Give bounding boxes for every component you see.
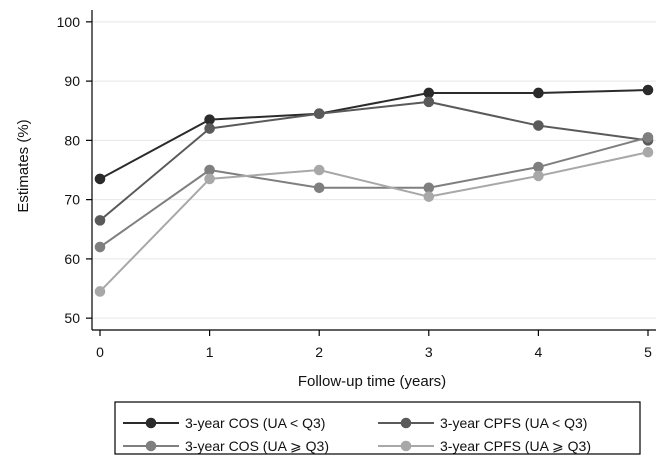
series-1-point-5 [642,84,654,96]
series-1 [94,84,654,185]
x-tick-label-0: 0 [96,344,104,360]
legend-box [114,401,641,455]
axes-layer: 50 60 70 80 90 100 0 1 2 3 4 5 [57,10,656,360]
legend-marker-1 [145,417,157,429]
series-1-point-1 [204,114,215,125]
series-3 [94,132,654,253]
series-4-point-4 [533,170,544,182]
x-tick-label-1: 1 [206,344,214,360]
series-4 [94,146,654,297]
series-layer [94,84,654,297]
series-line-1 [99,89,649,180]
series-1-point-3 [423,87,435,99]
series-2-point-1 [204,123,215,134]
legend-marker-4 [400,440,412,452]
y-axis-title: Estimates (%) [15,119,32,212]
series-4-point-2 [313,164,325,176]
x-tick-label-4: 4 [535,344,543,360]
legend-marker-3 [145,440,157,452]
legend: 3-year COS (UA < Q3) 3-year CPFS (UA < Q3… [114,401,641,455]
series-3-point-1 [204,164,215,176]
series-1-point-0 [94,173,106,185]
legend-item-4: 3-year CPFS (UA ⩾ Q3) [378,438,591,454]
series-4-point-1 [204,173,215,185]
legend-label-4: 3-year CPFS (UA ⩾ Q3) [440,438,591,454]
series-line-4 [99,151,649,293]
series-2-point-0 [94,215,106,226]
y-tick-label-100: 100 [57,14,81,30]
legend-label-3: 3-year COS (UA ⩾ Q3) [185,438,329,454]
x-tick-label-5: 5 [644,344,652,360]
legend-item-3: 3-year COS (UA ⩾ Q3) [123,438,329,454]
series-3-point-5 [642,132,654,143]
legend-label-1: 3-year COS (UA < Q3) [185,415,325,431]
series-2-point-3 [423,96,435,108]
series-3-point-3 [423,182,435,194]
legend-marker-2 [400,417,412,429]
series-3-point-2 [313,182,325,194]
y-tick-label-50: 50 [64,310,80,326]
y-tick-label-80: 80 [64,132,80,148]
series-2-point-2 [313,108,325,120]
series-line-3 [99,136,649,249]
series-4-point-3 [423,191,435,202]
series-3-point-4 [533,161,544,173]
series-1-point-4 [533,87,544,99]
legend-label-2: 3-year CPFS (UA < Q3) [440,415,587,431]
x-tick-label-2: 2 [315,344,323,360]
series-4-point-5 [642,146,654,158]
series-3-point-0 [94,241,106,253]
x-tick-label-3: 3 [425,344,433,360]
x-axis-title: Follow-up time (years) [298,373,446,390]
y-tick-label-90: 90 [64,73,80,89]
series-2-point-4 [533,120,544,131]
series-2 [94,96,654,226]
series-4-point-0 [94,286,106,297]
y-tick-label-60: 60 [64,251,80,267]
series-line-2 [99,100,649,222]
legend-item-1: 3-year COS (UA < Q3) [123,415,325,431]
y-tick-label-70: 70 [64,192,80,208]
legend-item-2: 3-year CPFS (UA < Q3) [378,415,587,431]
grid-layer [92,21,656,319]
